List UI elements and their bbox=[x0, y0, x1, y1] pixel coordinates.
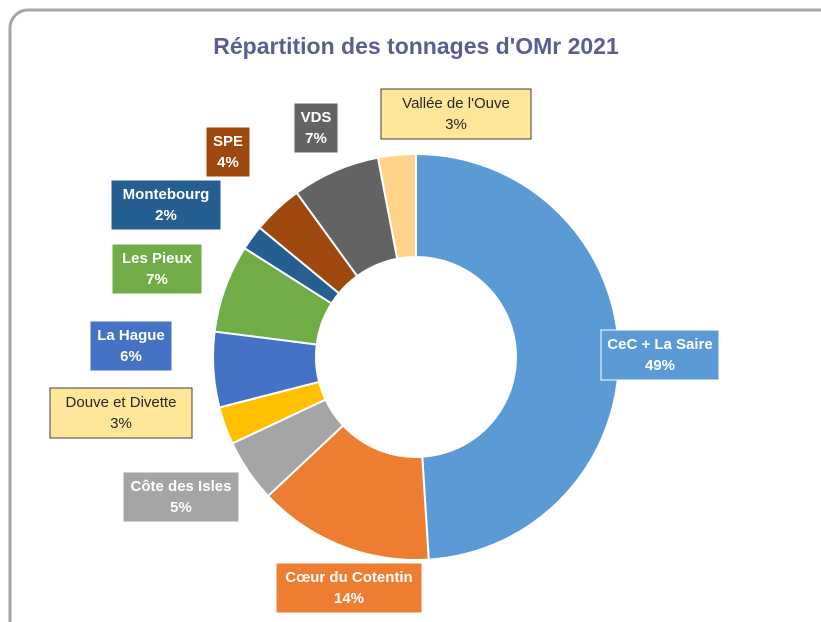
data-label-name: SPE bbox=[213, 133, 243, 150]
data-label-name: Vallée de l'Ouve bbox=[402, 95, 510, 112]
label-box bbox=[111, 243, 203, 295]
data-label-value: 2% bbox=[155, 207, 177, 224]
data-label-value: 4% bbox=[217, 154, 239, 171]
donut-slice bbox=[415, 152, 620, 561]
chart-title: Répartition des tonnages d'OMr 2021 bbox=[213, 33, 619, 59]
data-label-name: CeC + La Saire bbox=[607, 336, 712, 353]
data-label-name: Douve et Divette bbox=[66, 394, 177, 411]
data-label-value: 7% bbox=[146, 271, 168, 288]
label-box bbox=[49, 387, 193, 439]
label-box bbox=[275, 562, 423, 614]
data-label-name: Cœur du Cotentin bbox=[285, 569, 412, 586]
data-label-value: 49% bbox=[645, 357, 675, 374]
label-box bbox=[205, 126, 251, 178]
data-label-value: 7% bbox=[305, 130, 327, 147]
data-label-value: 14% bbox=[334, 590, 364, 607]
data-label-name: Les Pieux bbox=[122, 250, 193, 267]
data-label-value: 3% bbox=[445, 116, 467, 133]
data-label-value: 6% bbox=[120, 348, 142, 365]
data-label-name: VDS bbox=[301, 109, 332, 126]
label-box bbox=[110, 179, 222, 231]
label-box bbox=[89, 320, 173, 372]
donut-slice bbox=[376, 152, 417, 260]
label-box bbox=[122, 471, 240, 523]
data-label-name: La Hague bbox=[97, 327, 165, 344]
data-label-name: Côte des Isles bbox=[131, 478, 232, 495]
data-label-name: Montebourg bbox=[123, 186, 210, 203]
data-label-value: 5% bbox=[170, 499, 192, 516]
data-label-value: 3% bbox=[110, 415, 132, 432]
label-box bbox=[600, 329, 720, 381]
label-box bbox=[293, 102, 339, 154]
label-box bbox=[380, 88, 532, 140]
